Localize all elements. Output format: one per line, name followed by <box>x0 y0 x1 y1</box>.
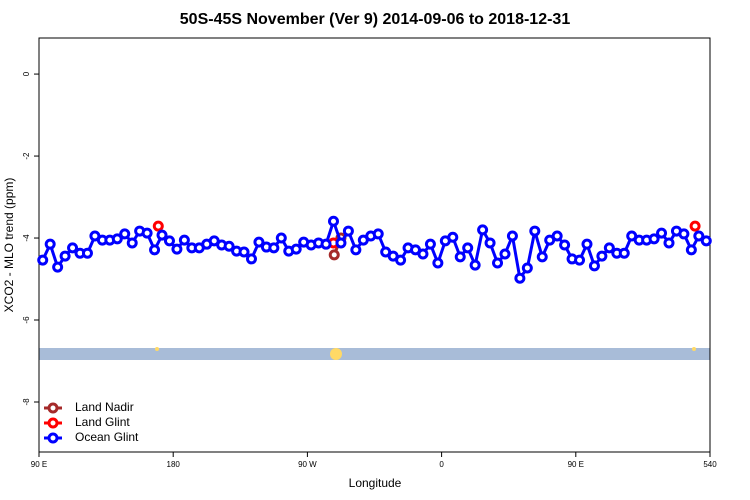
data-point <box>462 242 474 254</box>
data-point <box>163 235 175 247</box>
data-point <box>529 225 541 237</box>
data-point <box>395 254 407 266</box>
data-point <box>574 254 586 266</box>
legend-marker <box>47 432 59 444</box>
data-point <box>514 272 526 284</box>
legend-marker <box>47 402 59 414</box>
data-point <box>484 237 496 249</box>
x-tick-label: 0 <box>439 460 444 469</box>
data-point <box>238 246 250 258</box>
data-point <box>350 244 362 256</box>
data-point <box>111 233 123 245</box>
data-point <box>268 242 280 254</box>
data-point <box>290 243 302 255</box>
x-axis-label: Longitude <box>349 476 402 490</box>
coverage-spot <box>692 347 696 351</box>
data-point <box>320 238 332 250</box>
data-point <box>119 228 131 240</box>
plot-frame <box>38 37 711 453</box>
data-point <box>693 230 705 242</box>
chart-title: 50S-45S November (Ver 9) 2014-09-06 to 2… <box>180 11 571 28</box>
data-point <box>424 238 436 250</box>
data-point <box>335 237 347 249</box>
data-point <box>499 248 511 260</box>
data-point <box>581 238 593 250</box>
data-point <box>156 229 168 241</box>
coverage-spot <box>155 347 159 351</box>
x-tick-label: 90 W <box>298 460 317 469</box>
data-point <box>447 231 459 243</box>
data-point <box>81 247 93 259</box>
y-tick-label: -8 <box>22 398 31 406</box>
y-tick-label: -4 <box>22 234 31 242</box>
data-point <box>648 233 660 245</box>
data-point <box>678 228 690 240</box>
data-point <box>603 242 615 254</box>
data-point <box>506 230 518 242</box>
data-point <box>596 250 608 262</box>
data-point <box>253 236 265 248</box>
coverage-band <box>39 348 710 360</box>
data-point <box>689 220 701 232</box>
data-point <box>59 250 71 262</box>
data-point <box>223 240 235 252</box>
data-point <box>149 244 161 256</box>
data-point <box>700 235 712 247</box>
data-point <box>342 225 354 237</box>
data-point <box>536 251 548 263</box>
legend-label: Ocean Glint <box>75 430 139 444</box>
data-point <box>477 224 489 236</box>
y-tick-label: 0 <box>22 71 31 76</box>
y-tick-label: -6 <box>22 316 31 324</box>
data-point <box>417 248 429 260</box>
data-point <box>44 238 56 250</box>
data-point <box>618 247 630 259</box>
data-point <box>663 237 675 249</box>
coverage-spot <box>330 348 342 360</box>
legend-label: Land Nadir <box>75 400 134 414</box>
data-point <box>588 260 600 272</box>
data-point <box>521 262 533 274</box>
data-point <box>469 259 481 271</box>
x-tick-label: 540 <box>703 460 717 469</box>
data-point <box>492 257 504 269</box>
data-point <box>327 215 339 227</box>
data-point <box>141 227 153 239</box>
data-point <box>685 244 697 256</box>
legend-label: Land Glint <box>75 415 130 429</box>
data-point <box>275 232 287 244</box>
legend-marker <box>47 417 59 429</box>
y-axis-label: XCO2 - MLO trend (ppm) <box>2 178 16 313</box>
data-point <box>656 227 668 239</box>
data-point <box>52 261 64 273</box>
data-point <box>245 253 257 265</box>
data-point <box>126 237 138 249</box>
data-point <box>372 228 384 240</box>
y-tick-label: -2 <box>22 152 31 160</box>
data-point <box>551 230 563 242</box>
x-tick-label: 90 E <box>31 460 47 469</box>
data-point <box>178 234 190 246</box>
data-point <box>328 249 340 261</box>
x-tick-label: 180 <box>167 460 181 469</box>
data-point <box>454 251 466 263</box>
data-point <box>559 239 571 251</box>
data-point <box>171 243 183 255</box>
data-point <box>432 257 444 269</box>
data-point <box>152 220 164 232</box>
x-tick-label: 90 E <box>568 460 584 469</box>
data-point <box>67 242 79 254</box>
data-point <box>37 254 49 266</box>
